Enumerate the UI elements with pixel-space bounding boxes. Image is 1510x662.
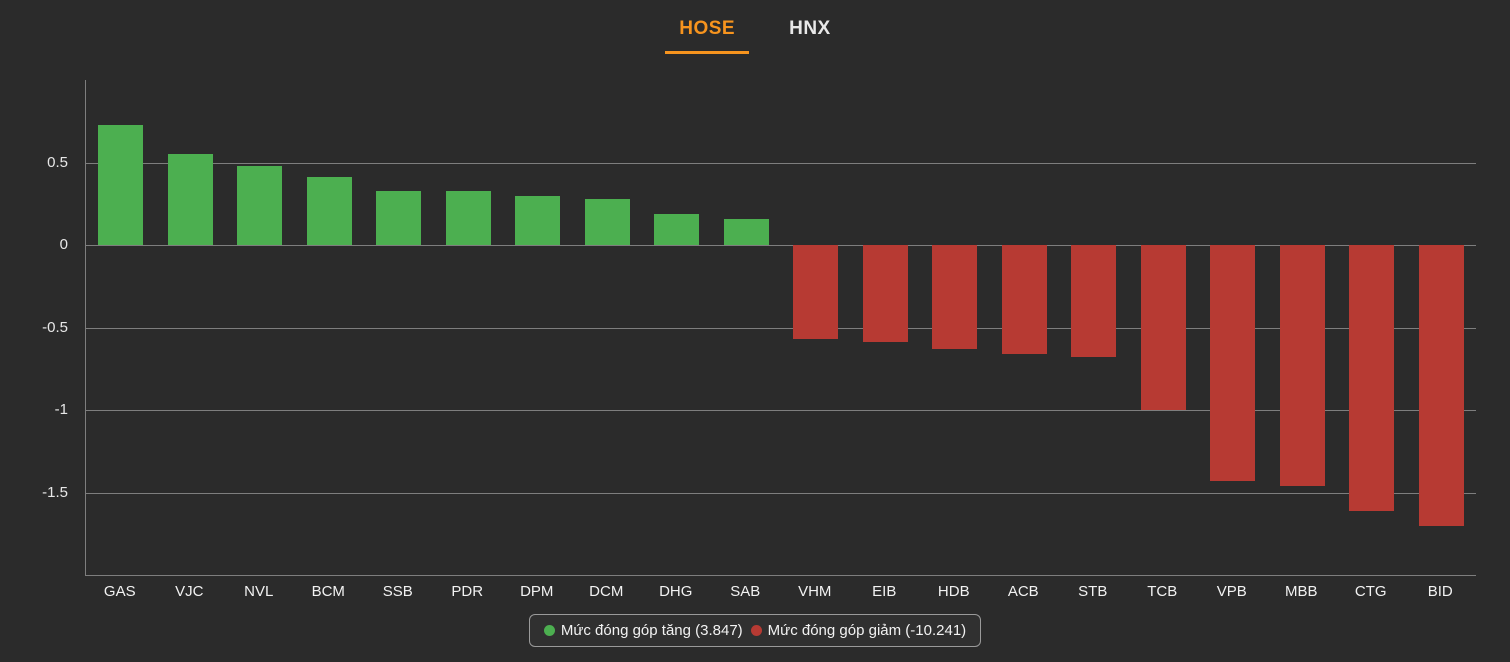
green-dot-icon <box>543 625 555 636</box>
x-label-PDR: PDR <box>451 583 484 600</box>
x-label-VHM: VHM <box>798 583 832 600</box>
bar-STB[interactable] <box>1071 245 1117 358</box>
bar-NVL[interactable] <box>237 165 283 245</box>
bar-DHG[interactable] <box>654 213 700 245</box>
bar-HDB[interactable] <box>932 245 978 349</box>
x-label-DCM: DCM <box>589 583 624 600</box>
x-label-EIB: EIB <box>872 583 897 600</box>
bar-GAS[interactable] <box>98 124 144 245</box>
x-label-MBB: MBB <box>1284 583 1318 600</box>
bar-DPM[interactable] <box>515 195 561 245</box>
legend-up-label: Mức đóng góp tăng (3.847) <box>560 622 743 639</box>
bar-EIB[interactable] <box>862 245 908 343</box>
y-tick-label--0.5: -0.5 <box>42 318 68 336</box>
exchange-tabs: HOSE HNX <box>0 8 1510 54</box>
x-label-BCM: BCM <box>311 583 345 600</box>
x-label-HDB: HDB <box>937 583 970 600</box>
bar-SSB[interactable] <box>376 190 422 245</box>
x-label-DPM: DPM <box>520 583 554 600</box>
legend: Mức đóng góp tăng (3.847) Mức đóng góp g… <box>528 614 982 647</box>
x-label-TCB: TCB <box>1147 583 1178 600</box>
y-tick-label--1: -1 <box>54 401 68 418</box>
legend-down-label: Mức đóng góp giảm (-10.241) <box>767 622 967 639</box>
x-label-NVL: NVL <box>244 583 274 600</box>
bar-PDR[interactable] <box>445 190 491 245</box>
gridline-0.5 <box>86 162 1476 164</box>
tab-hnx[interactable]: HNX <box>789 18 831 39</box>
gridline--1.5 <box>86 492 1476 494</box>
bar-BID[interactable] <box>1418 245 1464 526</box>
plot-area <box>85 80 1476 576</box>
bar-CTG[interactable] <box>1349 245 1395 511</box>
x-label-STB: STB <box>1078 583 1108 600</box>
x-label-VPB: VPB <box>1216 583 1247 600</box>
legend-wrapper: Mức đóng góp tăng (3.847) Mức đóng góp g… <box>0 614 1510 647</box>
gridline-0 <box>86 245 1476 246</box>
bar-ACB[interactable] <box>1001 245 1047 354</box>
legend-down-item: Mức đóng góp giảm (-10.241) <box>750 622 967 639</box>
x-label-DHG: DHG <box>659 583 693 600</box>
bar-TCB[interactable] <box>1140 245 1186 410</box>
x-label-VJC: VJC <box>175 583 204 600</box>
bar-VJC[interactable] <box>167 154 213 246</box>
x-label-ACB: ACB <box>1007 583 1039 600</box>
y-tick-label-0: 0 <box>59 236 68 253</box>
bar-BCM[interactable] <box>306 177 352 245</box>
x-label-BID: BID <box>1427 583 1453 600</box>
red-dot-icon <box>750 625 762 636</box>
x-label-GAS: GAS <box>103 583 136 600</box>
bar-SAB[interactable] <box>723 218 769 245</box>
bar-VPB[interactable] <box>1210 245 1256 481</box>
bar-MBB[interactable] <box>1279 245 1325 486</box>
bar-DCM[interactable] <box>584 198 630 245</box>
x-label-CTG: CTG <box>1354 583 1387 600</box>
legend-up-item: Mức đóng góp tăng (3.847) <box>543 622 743 639</box>
y-tick-label--1.5: -1.5 <box>42 483 68 501</box>
y-tick-label-0.5: 0.5 <box>47 153 68 171</box>
gridline--0.5 <box>86 327 1476 329</box>
tab-hose[interactable]: HOSE <box>665 8 750 54</box>
bar-VHM[interactable] <box>793 245 839 340</box>
x-label-SAB: SAB <box>730 583 761 600</box>
x-label-SSB: SSB <box>382 583 413 600</box>
gridline--1 <box>86 410 1476 411</box>
